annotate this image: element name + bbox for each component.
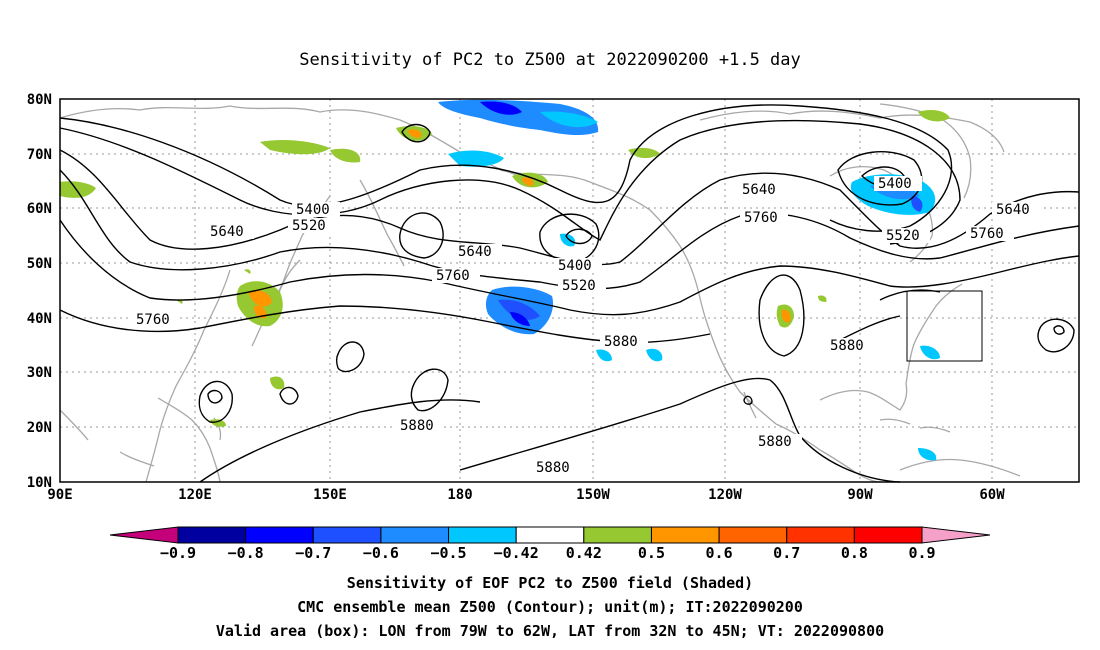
- lon-label: 150W: [576, 487, 610, 503]
- lon-label: 150E: [313, 487, 347, 503]
- contour-label: 5640: [210, 224, 244, 240]
- contour-label: 5760: [970, 226, 1004, 242]
- colorbar-tick-label: 0.9: [908, 544, 935, 562]
- valid-area-box: [906, 290, 983, 362]
- colorbar-tick-label: −0.9: [160, 544, 196, 562]
- lat-label: 50N: [27, 256, 52, 272]
- colorbar-swatch: [448, 526, 517, 544]
- colorbar-swatch: [312, 526, 382, 544]
- colorbar-swatch: [515, 526, 585, 544]
- colorbar-swatch: [177, 526, 247, 544]
- caption-line-2: CMC ensemble mean Z500 (Contour); unit(m…: [297, 598, 803, 616]
- lat-label: 40N: [27, 311, 52, 327]
- colorbar-tick-label: −0.5: [430, 544, 466, 562]
- contour-label: 5400: [558, 258, 592, 274]
- colorbar-tick-label: 0.42: [566, 544, 602, 562]
- gridlines: [60, 99, 1079, 482]
- colorbar: [109, 526, 991, 544]
- lon-label: 180: [447, 487, 472, 503]
- lat-label: 80N: [27, 92, 52, 108]
- shade-negative-bering: [448, 150, 504, 167]
- contour-label: 5880: [604, 334, 638, 350]
- map-panel: 5400 5520 5640 5640 5760 5400 5520 5640 …: [59, 98, 1080, 483]
- contour-label: 5880: [830, 338, 864, 354]
- contour-label: 5520: [292, 218, 326, 234]
- caption-line-1: Sensitivity of EOF PC2 to Z500 field (Sh…: [346, 574, 754, 592]
- colorbar-tick-label: 0.5: [638, 544, 665, 562]
- colorbar-swatch: [583, 526, 652, 544]
- colorbar-tick-label: −0.6: [363, 544, 399, 562]
- colorbar-tick-label: −0.42: [494, 544, 539, 562]
- colorbar-swatch: [718, 526, 788, 544]
- contour-label: 5400: [878, 176, 912, 192]
- colorbar-tick-label: 0.7: [773, 544, 800, 562]
- contour-label: 5640: [458, 244, 492, 260]
- lat-label: 70N: [27, 147, 52, 163]
- contour-label: 5400: [296, 202, 330, 218]
- caption-line-3: Valid area (box): LON from 79W to 62W, L…: [215, 622, 885, 640]
- lon-label: 60W: [979, 487, 1005, 503]
- contour-label: 5880: [536, 460, 570, 476]
- colorbar-triangle-low: [109, 526, 179, 544]
- contour-label: 5760: [436, 268, 470, 284]
- contour-label-group: 5400 5520 5640 5640 5760 5400 5520 5640 …: [132, 176, 1040, 476]
- longitude-labels: 90E 120E 150E 180 150W 120W 90W 60W: [47, 487, 1005, 503]
- lat-label: 20N: [27, 420, 52, 436]
- colorbar-tick-label: 0.8: [841, 544, 868, 562]
- contour-label: 5520: [886, 228, 920, 244]
- colorbar-swatch: [245, 526, 314, 544]
- lat-label: 30N: [27, 365, 52, 381]
- colorbar-tick-label: −0.8: [228, 544, 264, 562]
- latitude-labels: 80N 70N 60N 50N 40N 30N 20N 10N: [27, 92, 52, 491]
- sensitivity-shading: [60, 99, 950, 461]
- colorbar-tick-label: 0.6: [706, 544, 733, 562]
- contour-label: 5760: [136, 312, 170, 328]
- contour-label: 5640: [996, 202, 1030, 218]
- colorbar-swatch: [786, 526, 855, 544]
- contour-label: 5880: [758, 434, 792, 450]
- lon-label: 120W: [708, 487, 742, 503]
- lon-label: 90W: [847, 487, 873, 503]
- lat-label: 60N: [27, 201, 52, 217]
- colorbar-triangle-high: [921, 526, 991, 544]
- contour-label: 5520: [562, 278, 596, 294]
- colorbar-labels: −0.9 −0.8 −0.7 −0.6 −0.5 −0.42 0.42 0.5 0.6 0.7 0.…: [160, 544, 936, 562]
- lon-label: 90E: [47, 487, 72, 503]
- colorbar-swatch: [380, 526, 450, 544]
- map-title: Sensitivity of PC2 to Z500 at 2022090200…: [299, 50, 801, 70]
- contour-label: 5760: [744, 210, 778, 226]
- shade-negative-arctic: [438, 99, 599, 136]
- z500-contours: [59, 104, 1080, 483]
- contour-label: 5880: [400, 418, 434, 434]
- contour-label: 5640: [742, 182, 776, 198]
- colorbar-swatch: [650, 526, 720, 544]
- lat-label: 10N: [27, 475, 52, 491]
- map-frame: [59, 98, 1080, 483]
- colorbar-swatch: [853, 526, 923, 544]
- colorbar-tick-label: −0.7: [295, 544, 331, 562]
- lon-label: 120E: [178, 487, 212, 503]
